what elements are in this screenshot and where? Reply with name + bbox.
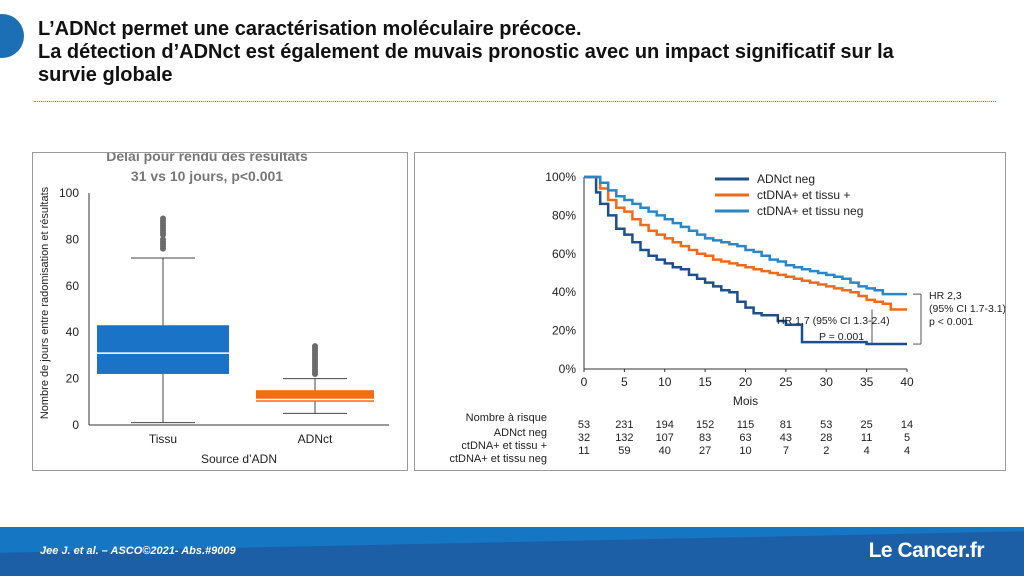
km-x-tick: 20	[739, 375, 753, 389]
boxplot-category-label: Tissu	[149, 432, 177, 446]
km-x-label: Mois	[733, 394, 758, 408]
boxplot-y-tick: 0	[72, 418, 79, 432]
km-y-tick: 40%	[552, 285, 576, 299]
title-divider	[34, 101, 996, 102]
boxplot-y-tick: 20	[66, 372, 80, 386]
km-y-tick: 100%	[545, 170, 576, 184]
title-line-1: L’ADNct permet une caractérisation moléc…	[38, 18, 582, 40]
km-legend-label: ADNct neg	[757, 172, 815, 186]
km-hr-outer-line: (95% CI 1.7-3.1)	[929, 303, 1005, 315]
risk-table-cell: 63	[739, 432, 751, 444]
source-citation: Jee J. et al. – ASCO©2021- Abs.#9009	[40, 545, 236, 557]
boxplot-outlier	[312, 343, 318, 350]
risk-table-cell: 11	[578, 445, 589, 457]
km-y-tick: 80%	[552, 208, 576, 222]
boxplot-outlier	[160, 236, 166, 243]
brand-logo: Le Cancer.fr	[868, 539, 985, 562]
title-line-3: survie globale	[38, 64, 173, 86]
km-x-tick: 35	[860, 375, 874, 389]
km-y-tick: 0%	[559, 362, 577, 376]
risk-table-cell: 27	[699, 445, 711, 457]
boxplot-y-tick: 100	[59, 186, 79, 200]
risk-table-row-label: ctDNA+ et tissu neg	[449, 453, 547, 465]
risk-table-cell: 2	[823, 445, 829, 457]
title-line-2: La détection d’ADNct est également de mu…	[38, 41, 894, 63]
risk-table-row-label: ctDNA+ et tissu +	[461, 440, 547, 452]
km-x-tick: 0	[581, 375, 588, 389]
risk-table-cell: 28	[820, 432, 832, 444]
boxplot-y-tick: 60	[66, 279, 80, 293]
page-title: L’ADNct permet une caractérisation moléc…	[38, 18, 998, 87]
risk-table-cell: 14	[901, 419, 913, 431]
risk-table-cell: 32	[578, 432, 590, 444]
risk-table-cell: 4	[904, 445, 910, 457]
risk-table-row-label: ADNct neg	[494, 427, 547, 439]
risk-table-cell: 107	[656, 432, 674, 444]
boxplot-y-tick: 40	[66, 325, 80, 339]
km-x-tick: 25	[779, 375, 793, 389]
risk-table-cell: 11	[861, 432, 872, 444]
corner-decoration	[0, 14, 24, 58]
risk-table-cell: 81	[780, 419, 792, 431]
km-x-tick: 5	[621, 375, 628, 389]
risk-table-cell: 43	[780, 432, 792, 444]
km-series-line	[584, 175, 907, 296]
boxplot-category-label: ADNct	[298, 432, 333, 446]
km-x-tick: 15	[698, 375, 712, 389]
risk-table-cell: 25	[861, 419, 873, 431]
boxplot-subtitle: 31 vs 10 jours, p<0.001	[131, 168, 283, 184]
risk-table-cell: 231	[615, 419, 633, 431]
risk-table-cell: 115	[737, 419, 755, 431]
risk-table-cell: 83	[699, 432, 711, 444]
boxplot-box	[256, 390, 374, 402]
risk-table-title: Nombre à risque	[466, 412, 547, 424]
risk-table-cell: 10	[739, 445, 751, 457]
risk-table-cell: 7	[783, 445, 789, 457]
footer-bar: Jee J. et al. – ASCO©2021- Abs.#9009 Le …	[0, 527, 1024, 576]
km-series-line	[584, 175, 907, 311]
km-y-tick: 20%	[552, 324, 576, 338]
km-x-tick: 40	[900, 375, 914, 389]
km-x-tick: 10	[658, 375, 672, 389]
boxplot-x-label: Source d’ADN	[201, 452, 277, 466]
boxplot-chart: Délai pour rendu des résultats 31 vs 10 j…	[39, 148, 389, 466]
boxplot-box	[97, 325, 229, 374]
km-x-tick: 30	[820, 375, 834, 389]
boxplot-title: Délai pour rendu des résultats	[106, 153, 308, 164]
risk-table-cell: 132	[615, 432, 633, 444]
km-hr-outer-line: HR 2,3	[929, 290, 962, 302]
km-legend-label: ctDNA+ et tissu +	[757, 188, 850, 202]
risk-table-cell: 194	[656, 419, 674, 431]
boxplot-panel: Délai pour rendu des résultats 31 vs 10 j…	[32, 148, 408, 471]
boxplot-y-tick: 80	[66, 232, 80, 246]
km-hr-outer-line: p < 0.001	[929, 316, 973, 328]
km-series-line	[584, 175, 907, 346]
km-hr-inner: HR 1,7 (95% CI 1.3-2.4)	[777, 315, 890, 327]
risk-table-cell: 53	[820, 419, 832, 431]
survival-chart: 0%20%40%60%80%100%0 5 10 15 20 25 30 35 40MoisAD…	[449, 170, 1006, 465]
km-legend-label: ctDNA+ et tissu neg	[757, 204, 863, 218]
risk-table-cell: 53	[578, 419, 590, 431]
risk-table-cell: 5	[904, 432, 910, 444]
boxplot-outlier	[160, 215, 166, 222]
risk-table-cell: 4	[864, 445, 870, 457]
km-y-tick: 60%	[552, 247, 576, 261]
survival-panel: 0% 20% 40% 60% 80% 100% 0 5 10 15 20 25 30 35 40 Mois AD…	[414, 152, 1006, 471]
km-p-inner: P = 0.001	[819, 331, 864, 343]
boxplot-y-label: Nombre de jours entre radomisation et ré…	[39, 186, 51, 419]
risk-table-cell: 40	[659, 445, 671, 457]
risk-table-cell: 59	[618, 445, 630, 457]
boxplot-title-bg	[63, 151, 323, 191]
risk-table-cell: 152	[696, 419, 714, 431]
